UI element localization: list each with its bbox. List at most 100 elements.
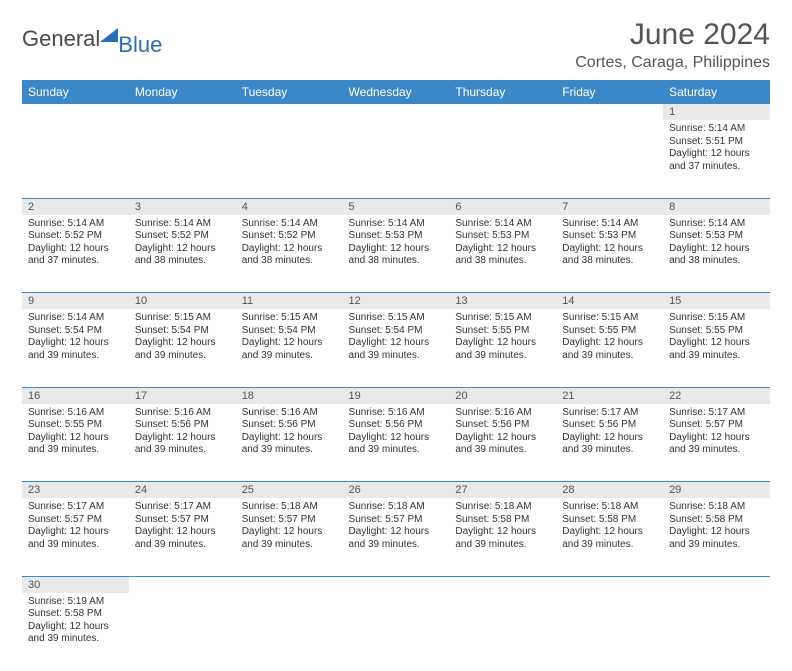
sunset-text: Sunset: 5:57 PM	[242, 514, 337, 527]
day-number-cell	[236, 104, 343, 120]
day-number-cell	[556, 104, 663, 120]
daylight-text: Daylight: 12 hours and 38 minutes.	[669, 243, 764, 268]
day-details: Sunrise: 5:18 AMSunset: 5:58 PMDaylight:…	[556, 498, 663, 555]
day-number-cell: 3	[129, 198, 236, 215]
day-cell	[236, 120, 343, 198]
day-content-row: Sunrise: 5:19 AMSunset: 5:58 PMDaylight:…	[22, 593, 770, 671]
sunset-text: Sunset: 5:56 PM	[135, 419, 230, 432]
sunset-text: Sunset: 5:53 PM	[349, 230, 444, 243]
day-content-row: Sunrise: 5:14 AM Sunset: 5:52 PM Daylight:…	[22, 215, 770, 293]
sunset-text: Sunset: 5:56 PM	[349, 419, 444, 432]
sunrise-text: Sunrise: 5:17 AM	[562, 407, 657, 420]
daynum-row: 9101112131415	[22, 293, 770, 310]
sunset-text: Sunset: 5:54 PM	[28, 325, 123, 338]
day-cell	[449, 120, 556, 198]
day-number-cell: 16	[22, 387, 129, 404]
daylight-text: Daylight: 12 hours and 39 minutes.	[455, 526, 550, 551]
day-cell: Sunrise: 5:15 AMSunset: 5:54 PMDaylight:…	[129, 309, 236, 387]
day-number-cell: 24	[129, 482, 236, 499]
daynum-row: 1	[22, 104, 770, 120]
day-number-cell: 2	[22, 198, 129, 215]
sunrise-text: Sunrise: 5:17 AM	[669, 407, 764, 420]
sunset-text: Sunset: 5:53 PM	[455, 230, 550, 243]
sunrise-text: Sunrise: 5:15 AM	[455, 312, 550, 325]
sunrise-text: Sunrise: 5:16 AM	[242, 407, 337, 420]
sunset-text: Sunset: 5:56 PM	[562, 419, 657, 432]
day-number-cell	[449, 576, 556, 593]
day-details: Sunrise: 5:19 AMSunset: 5:58 PMDaylight:…	[22, 593, 129, 650]
day-cell: Sunrise: 5:15 AMSunset: 5:55 PMDaylight:…	[449, 309, 556, 387]
day-details: Sunrise: 5:14 AMSunset: 5:53 PMDaylight:…	[449, 215, 556, 272]
location-text: Cortes, Caraga, Philippines	[575, 54, 770, 72]
day-details: Sunrise: 5:14 AMSunset: 5:51 PMDaylight:…	[663, 120, 770, 177]
sunrise-text: Sunrise: 5:14 AM	[669, 218, 764, 231]
sunset-text: Sunset: 5:58 PM	[562, 514, 657, 527]
day-cell	[343, 120, 450, 198]
day-details: Sunrise: 5:14 AMSunset: 5:54 PMDaylight:…	[22, 309, 129, 366]
day-number-cell: 9	[22, 293, 129, 310]
day-header: Monday	[129, 80, 236, 104]
day-details: Sunrise: 5:17 AMSunset: 5:57 PMDaylight:…	[129, 498, 236, 555]
sunset-text: Sunset: 5:55 PM	[28, 419, 123, 432]
day-cell: Sunrise: 5:17 AMSunset: 5:57 PMDaylight:…	[663, 404, 770, 482]
day-details: Sunrise: 5:16 AMSunset: 5:56 PMDaylight:…	[449, 404, 556, 461]
day-number-cell: 1	[663, 104, 770, 120]
day-details: Sunrise: 5:14 AMSunset: 5:53 PMDaylight:…	[343, 215, 450, 272]
daylight-text: Daylight: 12 hours and 39 minutes.	[349, 432, 444, 457]
sunrise-text: Sunrise: 5:15 AM	[242, 312, 337, 325]
day-details: Sunrise: 5:16 AMSunset: 5:56 PMDaylight:…	[236, 404, 343, 461]
day-number-cell: 5	[343, 198, 450, 215]
day-details: Sunrise: 5:14 AMSunset: 5:53 PMDaylight:…	[556, 215, 663, 272]
day-cell: Sunrise: 5:18 AMSunset: 5:57 PMDaylight:…	[343, 498, 450, 576]
day-details: Sunrise: 5:18 AMSunset: 5:58 PMDaylight:…	[449, 498, 556, 555]
sunrise-text: Sunrise: 5:14 AM	[28, 312, 123, 325]
sunset-text: Sunset: 5:52 PM	[28, 230, 123, 243]
daylight-text: Daylight: 12 hours and 39 minutes.	[28, 432, 123, 457]
day-number-cell	[663, 576, 770, 593]
daylight-text: Daylight: 12 hours and 39 minutes.	[135, 432, 230, 457]
day-cell: Sunrise: 5:14 AMSunset: 5:51 PMDaylight:…	[663, 120, 770, 198]
day-header: Wednesday	[343, 80, 450, 104]
day-details: Sunrise: 5:15 AMSunset: 5:54 PMDaylight:…	[129, 309, 236, 366]
daylight-text: Daylight: 12 hours and 38 minutes.	[349, 243, 444, 268]
day-cell	[22, 120, 129, 198]
sunset-text: Sunset: 5:58 PM	[28, 608, 123, 621]
day-number-cell	[22, 104, 129, 120]
daylight-text: Daylight: 12 hours and 39 minutes.	[349, 337, 444, 362]
day-number-cell: 8	[663, 198, 770, 215]
sunset-text: Sunset: 5:52 PM	[135, 230, 230, 243]
day-cell: Sunrise: 5:14 AMSunset: 5:53 PMDaylight:…	[449, 215, 556, 293]
daynum-row: 2345678	[22, 198, 770, 215]
day-number-cell: 20	[449, 387, 556, 404]
sunset-text: Sunset: 5:58 PM	[455, 514, 550, 527]
day-details: Sunrise: 5:14 AMSunset: 5:52 PMDaylight:…	[236, 215, 343, 272]
day-details: Sunrise: 5:15 AMSunset: 5:55 PMDaylight:…	[663, 309, 770, 366]
day-number-cell: 23	[22, 482, 129, 499]
day-details: Sunrise: 5:15 AMSunset: 5:55 PMDaylight:…	[556, 309, 663, 366]
day-header: Saturday	[663, 80, 770, 104]
day-cell	[236, 593, 343, 671]
day-cell: Sunrise: 5:17 AMSunset: 5:57 PMDaylight:…	[129, 498, 236, 576]
day-cell: Sunrise: 5:14 AMSunset: 5:53 PMDaylight:…	[556, 215, 663, 293]
day-number-cell	[449, 104, 556, 120]
daylight-text: Daylight: 12 hours and 39 minutes.	[562, 526, 657, 551]
sunrise-text: Sunrise: 5:18 AM	[455, 501, 550, 514]
sunset-text: Sunset: 5:58 PM	[669, 514, 764, 527]
day-details: Sunrise: 5:18 AMSunset: 5:57 PMDaylight:…	[236, 498, 343, 555]
day-number-cell: 29	[663, 482, 770, 499]
day-number-cell	[343, 576, 450, 593]
daynum-row: 30	[22, 576, 770, 593]
day-number-cell: 15	[663, 293, 770, 310]
day-details: Sunrise: 5:17 AMSunset: 5:57 PMDaylight:…	[663, 404, 770, 461]
sunrise-text: Sunrise: 5:18 AM	[562, 501, 657, 514]
day-cell: Sunrise: 5:14 AMSunset: 5:52 PMDaylight:…	[22, 215, 129, 293]
sunrise-text: Sunrise: 5:15 AM	[562, 312, 657, 325]
day-details: Sunrise: 5:14 AMSunset: 5:52 PMDaylight:…	[129, 215, 236, 272]
day-details: Sunrise: 5:18 AMSunset: 5:58 PMDaylight:…	[663, 498, 770, 555]
day-number-cell	[556, 576, 663, 593]
day-cell: Sunrise: 5:16 AMSunset: 5:56 PMDaylight:…	[129, 404, 236, 482]
daylight-text: Daylight: 12 hours and 39 minutes.	[28, 621, 123, 646]
day-cell	[556, 593, 663, 671]
logo: General Blue	[22, 26, 162, 52]
day-header: Tuesday	[236, 80, 343, 104]
